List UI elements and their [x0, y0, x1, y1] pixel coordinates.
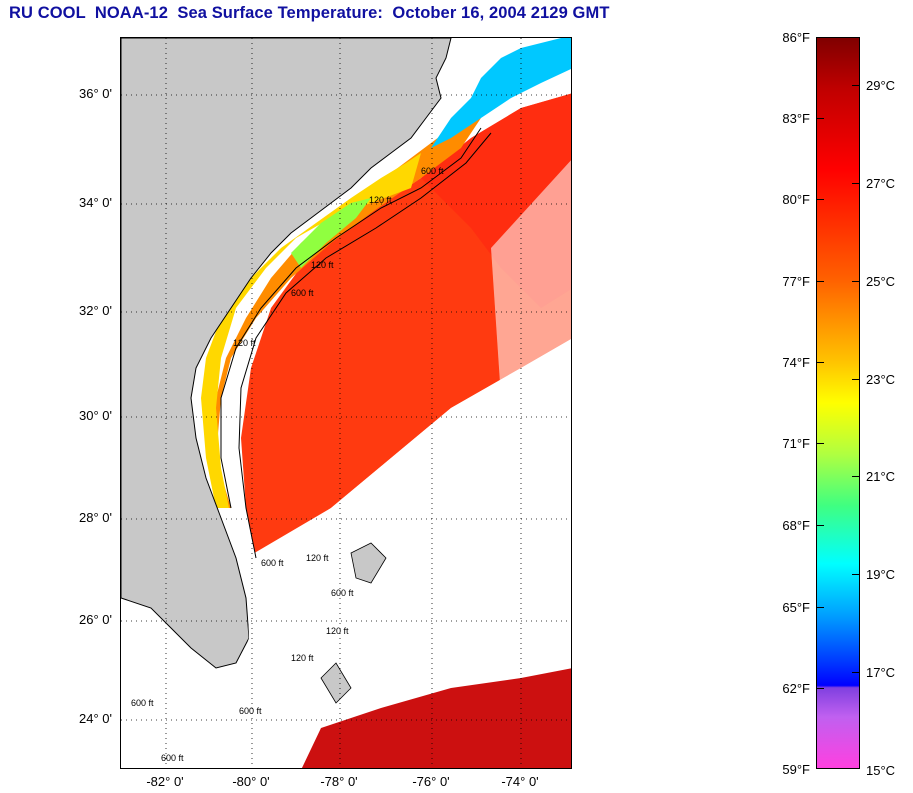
colorbar-c-label: 21°C: [866, 469, 896, 484]
lat-label: 28° 0': [79, 510, 112, 525]
colorbar-f-label: 77°F: [782, 274, 810, 289]
colorbar-c-label: 19°C: [866, 567, 896, 582]
contour-label: 600 ft: [161, 753, 184, 763]
sst-map-graphic: [121, 38, 571, 768]
temperature-colorbar: [816, 37, 860, 769]
colorbar-f-label: 62°F: [782, 681, 810, 696]
contour-label: 600 ft: [331, 588, 354, 598]
no-data-south: [121, 339, 571, 768]
colorbar-f-label: 65°F: [782, 600, 810, 615]
colorbar-tick: [852, 379, 860, 380]
lat-label: 24° 0': [79, 711, 112, 726]
contour-600ft: [238, 132, 492, 559]
colorbar-c-label: 27°C: [866, 176, 896, 191]
colorbar-c-label: 29°C: [866, 78, 896, 93]
cloud-speckle-ne: [491, 160, 571, 398]
contour-label: 120 ft: [311, 260, 334, 270]
colorbar-f-label: 86°F: [782, 30, 810, 45]
colorbar-f-label: 71°F: [782, 436, 810, 451]
contour-label: 120 ft: [369, 195, 392, 205]
coastal-green-water: [291, 198, 371, 268]
contour-label: 600 ft: [131, 698, 154, 708]
lat-label: 30° 0': [79, 408, 112, 423]
lat-label: 36° 0': [79, 86, 112, 101]
colorbar-tick: [852, 85, 860, 86]
map-title: RU COOL NOAA-12 Sea Surface Temperature:…: [9, 4, 610, 22]
colorbar-tick: [816, 688, 824, 689]
colorbar-tick: [852, 672, 860, 673]
colorbar-tick: [816, 607, 824, 608]
bahamas-island-1: [350, 542, 387, 584]
colorbar-f-label: 80°F: [782, 192, 810, 207]
colorbar-f-label: 74°F: [782, 355, 810, 370]
contour-label: 120 ft: [233, 338, 256, 348]
near-shore-water: [201, 153, 421, 508]
contour-label: 600 ft: [421, 166, 444, 176]
colorbar-c-label: 17°C: [866, 665, 896, 680]
colorbar-c-label: 25°C: [866, 274, 896, 289]
colorbar-f-label: 68°F: [782, 518, 810, 533]
colorbar-tick: [852, 574, 860, 575]
lon-label: -78° 0': [320, 774, 358, 789]
contour-label: 120 ft: [326, 626, 349, 636]
contour-label: 600 ft: [261, 558, 284, 568]
colorbar-tick: [852, 281, 860, 282]
lat-label: 34° 0': [79, 195, 112, 210]
colorbar-tick: [816, 443, 824, 444]
colorbar-tick: [816, 199, 824, 200]
warm-water-south: [301, 668, 571, 768]
contour-label: 120 ft: [306, 553, 329, 563]
bahamas-island-2: [320, 662, 352, 704]
cold-coastal-water: [431, 38, 571, 148]
lon-label: -76° 0': [412, 774, 450, 789]
lon-label: -80° 0': [232, 774, 270, 789]
lon-label: -74° 0': [501, 774, 539, 789]
colorbar-tick: [852, 183, 860, 184]
colorbar-tick: [816, 362, 824, 363]
lat-label: 32° 0': [79, 303, 112, 318]
colorbar-tick: [816, 118, 824, 119]
contour-label: 120 ft: [291, 653, 314, 663]
colorbar-c-label: 23°C: [866, 372, 896, 387]
lat-label: 26° 0': [79, 612, 112, 627]
colorbar-c-label: 15°C: [866, 763, 896, 778]
colorbar-tick: [852, 476, 860, 477]
contour-label: 600 ft: [291, 288, 314, 298]
contour-label: 600 ft: [239, 706, 262, 716]
land-mass: [121, 38, 452, 669]
colorbar-f-label: 59°F: [782, 762, 810, 777]
contour-120ft: [220, 127, 482, 509]
colorbar-f-label: 83°F: [782, 111, 810, 126]
sst-map[interactable]: 120 ft 600 ft 120 ft 600 ft 120 ft 600 f…: [120, 37, 572, 769]
lon-label: -82° 0': [146, 774, 184, 789]
colorbar-tick: [816, 525, 824, 526]
colorbar-tick: [816, 281, 824, 282]
graticule: [121, 38, 571, 768]
